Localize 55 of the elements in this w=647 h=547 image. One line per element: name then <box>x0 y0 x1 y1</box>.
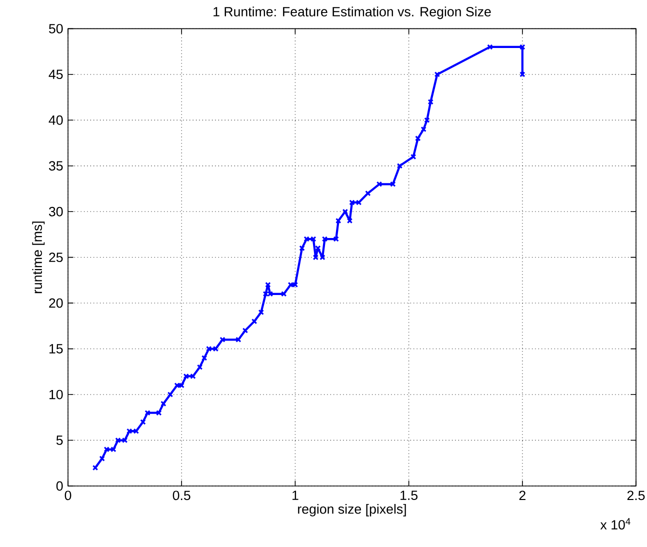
point <box>410 154 416 160</box>
point <box>144 410 150 416</box>
point <box>346 218 353 224</box>
text: x 10$^{4}$ <box>600 518 630 530</box>
point <box>251 318 258 324</box>
y-tick-label: 20 <box>49 298 63 308</box>
y-tick-label: 25 <box>49 252 63 262</box>
y-axis-title: runtime [ms] <box>32 222 45 294</box>
point <box>396 163 403 169</box>
y-tick-label: 0 <box>56 481 63 491</box>
point <box>299 245 305 252</box>
point <box>322 236 328 242</box>
point <box>220 336 226 343</box>
y-tick-label: 35 <box>48 161 63 171</box>
point <box>342 208 348 214</box>
point <box>428 98 434 105</box>
point <box>335 218 342 224</box>
x-tick-label: 2 <box>519 490 526 500</box>
point <box>201 355 208 361</box>
point <box>196 364 203 370</box>
point <box>258 309 264 316</box>
point <box>520 44 526 50</box>
x-tick-label: 2.5 <box>627 490 645 500</box>
point <box>333 236 339 242</box>
point <box>236 336 242 343</box>
x-tick-label: 0 <box>64 490 72 500</box>
point <box>420 126 426 132</box>
y-tick-label: 15 <box>49 344 63 354</box>
point <box>434 72 440 78</box>
point <box>365 190 371 196</box>
x-tick-label: 1 <box>292 490 298 500</box>
point <box>99 456 105 462</box>
point <box>487 44 493 50</box>
y-tick-label: 30 <box>48 206 63 216</box>
point <box>315 245 321 252</box>
point <box>265 282 271 288</box>
point <box>160 400 166 407</box>
y-tick-label: 50 <box>49 24 63 34</box>
x-tick-label: 0.5 <box>172 490 190 500</box>
point <box>140 419 146 425</box>
x-tick-label: 1.5 <box>400 490 418 500</box>
y-tick-label: 45 <box>48 70 63 80</box>
point <box>242 328 248 334</box>
point <box>167 392 174 398</box>
point <box>424 117 430 124</box>
chart-title: 1 Runtime: Feature Estimation vs. Region Size <box>214 6 491 20</box>
point <box>156 410 162 416</box>
point <box>280 291 287 297</box>
point <box>390 181 396 188</box>
point <box>376 181 382 188</box>
y-tick-label: 40 <box>48 115 63 125</box>
x-axis-title: region size [pixels] <box>298 504 406 516</box>
y-tick-label: 5 <box>56 436 63 445</box>
point <box>415 136 421 142</box>
y-tick-label: 10 <box>49 390 63 400</box>
